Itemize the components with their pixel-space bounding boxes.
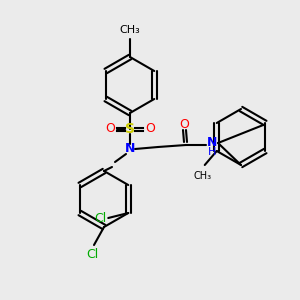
Text: N: N bbox=[125, 142, 135, 155]
Text: N: N bbox=[207, 136, 217, 149]
Text: H: H bbox=[208, 147, 216, 157]
Text: CH₃: CH₃ bbox=[194, 171, 212, 181]
Text: Cl: Cl bbox=[86, 248, 98, 260]
Text: O: O bbox=[179, 118, 189, 131]
Text: O: O bbox=[145, 122, 155, 136]
Text: S: S bbox=[125, 122, 135, 136]
Text: Cl: Cl bbox=[94, 212, 106, 224]
Text: CH₃: CH₃ bbox=[120, 25, 140, 35]
Text: O: O bbox=[105, 122, 115, 136]
